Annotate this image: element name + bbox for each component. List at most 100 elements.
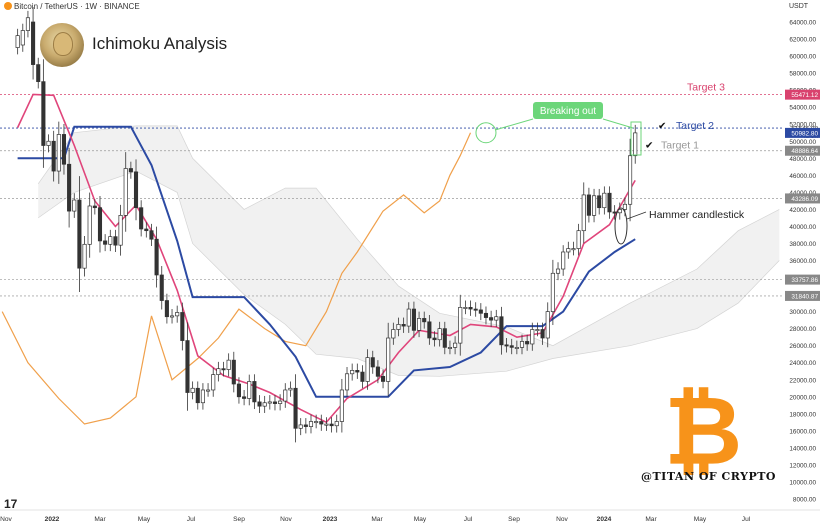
candle-body xyxy=(344,373,350,391)
y-tick-label: 20000.00 xyxy=(789,394,816,401)
y-tick-label: 8000.00 xyxy=(793,497,817,504)
candle-body xyxy=(494,316,499,321)
candle-body xyxy=(56,134,61,172)
y-tick-label: 50000.00 xyxy=(789,139,816,146)
candle-body xyxy=(314,421,319,424)
candle-body xyxy=(46,140,51,146)
candle-body xyxy=(550,272,555,312)
x-tick-label: Mar xyxy=(94,516,106,523)
candle-body xyxy=(97,207,103,242)
y-tick-label: 64000.00 xyxy=(789,20,816,27)
candle-body xyxy=(242,396,247,399)
candle-body xyxy=(169,315,175,318)
x-tick-label: 2023 xyxy=(323,516,338,523)
x-tick-label: Sep xyxy=(508,516,520,523)
x-tick-label: 2024 xyxy=(597,516,612,523)
candle-body xyxy=(478,309,483,314)
candle-body xyxy=(15,35,20,48)
candle-body xyxy=(128,168,133,173)
candle-body xyxy=(396,324,401,330)
x-tick-label: Jul xyxy=(742,516,751,523)
x-tick-label: Nov xyxy=(280,516,292,523)
candle-body xyxy=(149,230,154,240)
candle-body xyxy=(221,368,226,371)
candle-body xyxy=(319,421,324,425)
candle-body xyxy=(144,228,149,232)
symbol-line: Bitcoin / TetherUS · 1W · BINANCE xyxy=(14,2,140,11)
target-3-label: Target 3 xyxy=(687,82,725,94)
candle-body xyxy=(92,205,97,209)
y-tick-label: 40000.00 xyxy=(789,224,816,231)
level-badge xyxy=(785,290,820,301)
candle-body xyxy=(257,401,262,407)
candle-body xyxy=(380,375,386,382)
candle-body xyxy=(139,207,144,230)
candle-body xyxy=(453,342,458,348)
candle-body xyxy=(519,341,525,348)
level-badge-label: 33757.86 xyxy=(791,277,818,284)
candle-body xyxy=(303,424,308,427)
candle-body xyxy=(391,329,396,339)
candle-body xyxy=(555,268,561,274)
candle-body xyxy=(231,359,236,385)
candle-body xyxy=(339,389,344,422)
candle-body xyxy=(586,194,591,216)
level-badge xyxy=(785,89,820,100)
candle-body xyxy=(206,389,211,392)
candle-body xyxy=(159,274,164,301)
candle-body xyxy=(252,381,257,403)
candle-body xyxy=(82,243,87,269)
candle-body xyxy=(77,199,82,269)
candle-body xyxy=(592,195,597,216)
candle-body xyxy=(211,374,216,391)
candle-body xyxy=(216,368,221,375)
breakout-label-box xyxy=(533,102,603,119)
candle-body xyxy=(236,383,241,398)
target-1-label: Target 1 xyxy=(661,140,699,152)
candle-body xyxy=(406,308,411,327)
level-badge xyxy=(785,193,820,204)
y-tick-label: 16000.00 xyxy=(789,428,816,435)
level-badge xyxy=(785,274,820,285)
page-title: Ichimoku Analysis xyxy=(92,34,228,53)
y-tick-label: 38000.00 xyxy=(789,241,816,248)
y-tick-label: 24000.00 xyxy=(789,360,816,367)
y-tick-label: 60000.00 xyxy=(789,54,816,61)
candle-body xyxy=(329,423,334,427)
candle-body xyxy=(422,318,427,323)
candle-body xyxy=(530,329,535,345)
level-badge xyxy=(785,145,820,156)
candle-body xyxy=(103,240,108,245)
target-1-check-icon: ✔ xyxy=(645,141,653,152)
candle-body xyxy=(283,389,288,402)
breakout-connector-right xyxy=(602,118,634,129)
x-tick-label: May xyxy=(414,516,427,523)
candle-body xyxy=(386,337,391,382)
candle-body xyxy=(576,230,581,249)
candle-body xyxy=(581,194,586,232)
cloud-span-b xyxy=(37,170,780,377)
candle-body xyxy=(442,328,447,348)
candle-body xyxy=(447,347,452,349)
candle-body xyxy=(571,248,576,251)
level-badge-label: 31840.87 xyxy=(791,293,818,300)
x-tick-label: Sep xyxy=(233,516,245,523)
breakout-circle xyxy=(475,122,497,144)
candle-body xyxy=(483,312,489,318)
y-tick-label: 48000.00 xyxy=(789,156,816,163)
y-tick-label: 46000.00 xyxy=(789,173,816,180)
y-tick-label: 42000.00 xyxy=(789,207,816,214)
candle-body xyxy=(278,400,283,404)
candle-body xyxy=(401,324,406,327)
candle-body xyxy=(133,171,139,209)
candle-body xyxy=(262,402,267,407)
candle-body xyxy=(61,134,67,165)
candle-body xyxy=(87,205,92,245)
candle-body xyxy=(31,21,36,65)
candle-body xyxy=(628,155,633,205)
candle-body xyxy=(535,329,540,332)
candle-body xyxy=(185,340,190,393)
candle-body xyxy=(607,192,612,213)
